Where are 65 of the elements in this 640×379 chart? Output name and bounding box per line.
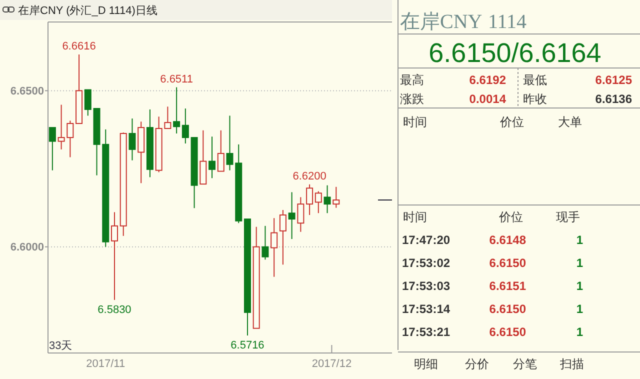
annotation: 6.6511 — [160, 73, 193, 86]
candlestick — [270, 218, 278, 278]
text: 6.6150 — [489, 302, 526, 316]
text: 分笔 — [513, 357, 537, 371]
text: 价位 — [498, 210, 523, 224]
chart-title: 在岸CNY (外汇_D 1114)日线 — [18, 4, 158, 17]
candlestick — [332, 186, 340, 208]
text: 涨跌 — [400, 92, 424, 106]
candlestick — [324, 184, 331, 214]
candlestick — [110, 212, 118, 300]
text: 价位 — [499, 115, 524, 129]
text: 6.6150 — [489, 256, 526, 270]
annotation: 6.6616 — [62, 40, 96, 52]
text: 昨收 — [523, 92, 547, 106]
candlestick — [208, 136, 216, 179]
candlestick — [314, 190, 322, 214]
candlestick — [279, 209, 286, 266]
text: 分价 — [465, 357, 489, 371]
text: 6.6151 — [489, 279, 526, 293]
annotation: 6.6200 — [292, 170, 326, 182]
annotation: 6.5830 — [98, 304, 132, 316]
candlestick — [48, 127, 56, 171]
candlestick — [128, 118, 136, 161]
text: 最高 — [400, 73, 424, 87]
text: 2017/11 — [86, 358, 126, 370]
text: 1 — [576, 302, 584, 316]
text: 现手 — [556, 210, 580, 224]
text: 明细 — [414, 357, 438, 371]
y-tick-label: 6.6500 — [10, 86, 44, 98]
text: 在岸CNY — [400, 11, 482, 33]
annotation: 33天 — [49, 340, 72, 352]
text: 最低 — [523, 73, 547, 87]
text: 17:47:20 — [402, 233, 450, 247]
text: 6.6136 — [595, 92, 632, 106]
y-tick-label: 6.6000 — [10, 242, 44, 254]
candlestick — [200, 130, 207, 185]
text: 17:53:02 — [402, 256, 450, 270]
text: 6.6192 — [469, 73, 506, 87]
candlestick — [297, 196, 304, 232]
text: 1 — [576, 233, 584, 247]
text: 时间 — [403, 115, 427, 129]
text: 0.0014 — [469, 92, 506, 106]
text: 2017/12 — [312, 358, 352, 370]
text: 6.6125 — [595, 73, 632, 87]
candlestick — [306, 184, 314, 216]
candlestick — [217, 130, 224, 172]
text: 1 — [576, 279, 584, 293]
text: 17:53:21 — [402, 325, 450, 339]
text: 17:53:03 — [402, 279, 450, 293]
text: 6.6148 — [489, 233, 526, 247]
text: 6.6150/6.6164 — [428, 38, 602, 68]
candlestick — [173, 86, 180, 134]
annotation: 6.5716 — [230, 340, 264, 352]
text: 17:53:14 — [402, 302, 450, 316]
text: 1 — [576, 256, 584, 270]
candlestick — [262, 225, 269, 260]
text: 6.6150 — [489, 325, 526, 339]
text: 1114 — [488, 11, 527, 33]
text: 扫描 — [559, 357, 584, 371]
text: 大单 — [558, 115, 582, 129]
candlestick — [288, 192, 296, 240]
candlestick — [84, 89, 92, 116]
candlestick — [182, 108, 189, 144]
text: 1 — [576, 325, 584, 339]
text: 时间 — [403, 210, 427, 224]
